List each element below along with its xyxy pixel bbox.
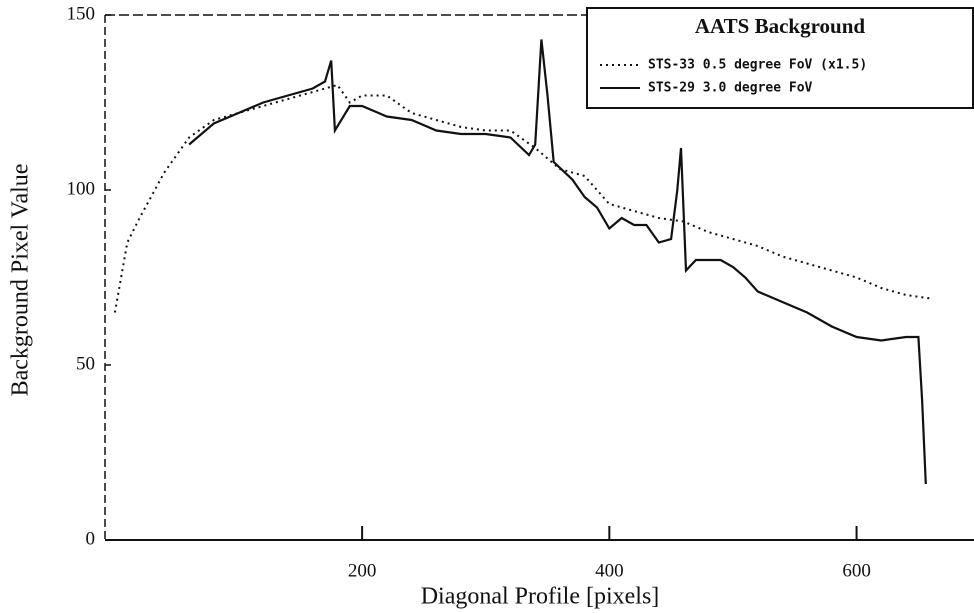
legend-label: STS-29 3.0 degree FoV xyxy=(648,81,813,96)
legend-box xyxy=(586,7,974,109)
y-tick-label: 0 xyxy=(86,528,96,549)
y-axis-label: Background Pixel Value xyxy=(8,164,34,397)
legend-label: STS-33 0.5 degree FoV (x1.5) xyxy=(648,58,867,73)
x-axis-label: Diagonal Profile [pixels] xyxy=(421,584,660,610)
y-tick-label: 100 xyxy=(67,178,96,199)
y-tick-label: 50 xyxy=(76,353,95,374)
x-tick-label: 200 xyxy=(348,560,377,581)
data-line xyxy=(113,83,931,313)
y-tick-label: 150 xyxy=(67,3,96,24)
legend-title: AATS Background xyxy=(695,14,866,38)
x-tick-label: 400 xyxy=(595,560,624,581)
x-tick-label: 600 xyxy=(842,560,871,581)
data-line xyxy=(188,39,927,485)
